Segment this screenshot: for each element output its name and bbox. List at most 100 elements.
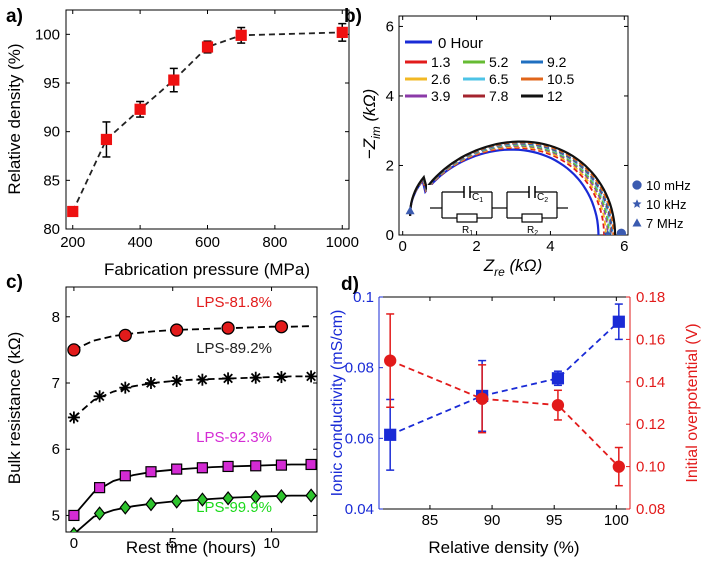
panel-c-point-stroke bbox=[276, 372, 287, 382]
panel-a-point bbox=[235, 29, 247, 41]
panel-c-series-labels: LPS-81.8% LPS-89.2% LPS-92.3% LPS-99.9% bbox=[196, 294, 272, 516]
panel-d-ytick-label: 0.1 bbox=[353, 289, 374, 306]
circuit-res-subscript: 1 bbox=[469, 230, 473, 237]
circuit-res-label: R2 bbox=[527, 225, 538, 237]
panel-c-ytick-label: 5 bbox=[52, 507, 60, 524]
panel-d-point bbox=[612, 315, 625, 328]
panel-c-point bbox=[222, 372, 235, 385]
panel-c-ylabel: Bulk resistance (kΩ) bbox=[5, 332, 24, 485]
circuit-res-subscript: 2 bbox=[534, 230, 538, 237]
resistor-box bbox=[456, 213, 478, 223]
panel-b-ytick-label: 6 bbox=[386, 18, 394, 35]
panel-c-point-stroke bbox=[223, 373, 233, 384]
panel-c-point bbox=[250, 460, 262, 472]
panel-c-fit-line bbox=[74, 494, 312, 532]
panel-d-ytick2-label: 0.18 bbox=[636, 289, 665, 306]
panel-c-point bbox=[275, 459, 288, 471]
panel-a-point bbox=[134, 103, 146, 115]
circuit-cap-label: C2 bbox=[537, 192, 548, 204]
panel-b-marks bbox=[405, 140, 627, 235]
panel-c-xlabel: Rest time (hours) bbox=[126, 538, 256, 557]
panel-c-series-label: LPS-99.9% bbox=[196, 499, 272, 516]
panel-d-ytick2-label: 0.14 bbox=[636, 374, 665, 391]
legend-label: 10.5 bbox=[547, 71, 574, 87]
panel-b-xlabel: Zre (kΩ) bbox=[483, 256, 543, 279]
panel-c-ytick-label: 7 bbox=[52, 375, 60, 392]
panel-c-fit-line bbox=[73, 325, 312, 351]
panel-c-point bbox=[69, 526, 79, 532]
panel-b-xtick-label: 6 bbox=[620, 238, 628, 255]
panel-d-point bbox=[551, 372, 565, 385]
resistor-box bbox=[521, 213, 543, 223]
panel-a-xtick-label: 600 bbox=[195, 234, 220, 251]
legend-box bbox=[403, 37, 583, 100]
panel-c-point bbox=[249, 489, 262, 505]
panel-c-point-stroke bbox=[120, 382, 131, 393]
panel-c-point bbox=[119, 381, 132, 394]
freq-legend-label: 10 mHz bbox=[646, 178, 691, 193]
panel-c-point bbox=[118, 328, 132, 342]
panel-d-point bbox=[612, 460, 625, 473]
panel-d-line bbox=[389, 321, 620, 436]
panel-a-xtick-label: 1000 bbox=[326, 234, 359, 251]
panel-b-ylabel: −Zim (kΩ) bbox=[360, 89, 383, 159]
panel-d-ylabel-left: Ionic conductivity (mS/cm) bbox=[329, 310, 346, 497]
panel-d-ytick2-label: 0.08 bbox=[636, 501, 665, 518]
panel-d-ytick-label: 0.06 bbox=[345, 430, 374, 447]
panel-d-xtick-label: 90 bbox=[484, 512, 501, 529]
panel-c-series-label: LPS-92.3% bbox=[196, 429, 272, 446]
panel-c-point bbox=[305, 458, 317, 471]
panel-d-xtick-label: 100 bbox=[604, 512, 629, 529]
panel-c-point bbox=[119, 500, 132, 515]
panel-d-xtick-label: 95 bbox=[546, 512, 563, 529]
panel-b-freq-point bbox=[405, 206, 415, 215]
panel-c-point bbox=[222, 491, 234, 506]
panel-a-label: a) bbox=[6, 6, 23, 27]
panel-c-point bbox=[222, 460, 234, 473]
panel-d-point bbox=[551, 398, 565, 412]
legend-title: 0 Hour bbox=[438, 35, 483, 52]
panel-a-ytick-label: 90 bbox=[43, 124, 60, 141]
panel-c-point bbox=[67, 411, 80, 424]
panel-b-ytick-label: 0 bbox=[386, 227, 394, 244]
panel-c-label: c) bbox=[6, 272, 23, 293]
panel-a-ytick-label: 95 bbox=[43, 75, 60, 92]
panel-d-point bbox=[475, 392, 489, 405]
panel-c-point bbox=[196, 492, 209, 507]
panel-d-ytick2-label: 0.12 bbox=[636, 416, 665, 433]
panel-b-axes: 0 2 4 6 0 2 4 6 bbox=[386, 15, 629, 255]
frequency-marker-legend: 10 mHz 10 kHz 7 MHz bbox=[632, 178, 691, 231]
panel-a-point bbox=[336, 26, 348, 38]
panel-a-point bbox=[100, 133, 113, 146]
panel-c-ytick-label: 6 bbox=[52, 441, 60, 458]
panel-a-marks bbox=[67, 22, 348, 218]
panel-c-point bbox=[144, 377, 157, 390]
freq-legend-marker bbox=[632, 180, 642, 190]
panel-a-ylabel: Relative density (%) bbox=[5, 43, 24, 194]
panel-c-xtick-label: 10 bbox=[263, 535, 280, 552]
panel-c-point bbox=[196, 373, 209, 386]
freq-legend-marker bbox=[632, 199, 642, 208]
panel-d-point bbox=[384, 428, 397, 441]
equivalent-circuit-icon: C1 R1 C2 R2 bbox=[427, 185, 568, 237]
panel-d-ytick-label: 0.08 bbox=[345, 360, 374, 377]
panel-c-marks bbox=[67, 320, 317, 532]
panel-b-xlabel-unit: (kΩ) bbox=[505, 256, 542, 275]
panel-c-point bbox=[196, 462, 208, 474]
panel-c-point-stroke bbox=[197, 374, 208, 385]
circuit-cap-label: C1 bbox=[472, 192, 483, 204]
panel-a-ytick-label: 100 bbox=[35, 26, 60, 43]
panel-a: a) 200 400 600 800 1000 80 85 90 95 100 Fabricati… bbox=[5, 6, 359, 279]
legend-label: 7.8 bbox=[489, 88, 509, 104]
panel-a-point bbox=[168, 74, 180, 86]
panel-a-line bbox=[71, 31, 343, 212]
panel-c-point bbox=[305, 370, 317, 383]
freq-legend-marker bbox=[632, 218, 642, 227]
legend-label: 6.5 bbox=[489, 71, 509, 87]
panel-c-point bbox=[275, 371, 288, 384]
panel-c-point-stroke bbox=[171, 376, 182, 386]
panel-c-point bbox=[119, 470, 131, 482]
panel-c-point-stroke bbox=[250, 372, 261, 383]
panel-a-ytick-label: 85 bbox=[43, 172, 60, 189]
panel-c-series-label: LPS-81.8% bbox=[196, 294, 272, 311]
